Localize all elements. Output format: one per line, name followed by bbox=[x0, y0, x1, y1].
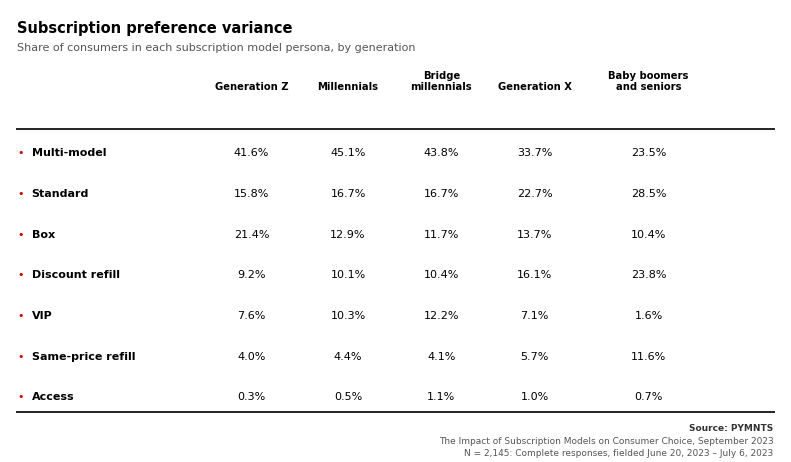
Text: 45.1%: 45.1% bbox=[331, 148, 365, 158]
Text: 4.4%: 4.4% bbox=[334, 352, 362, 362]
Text: Generation X: Generation X bbox=[498, 82, 572, 92]
Text: 0.5%: 0.5% bbox=[334, 392, 362, 402]
Text: 7.6%: 7.6% bbox=[237, 311, 266, 321]
Text: Bridge
millennials: Bridge millennials bbox=[411, 71, 472, 92]
Text: Baby boomers
and seniors: Baby boomers and seniors bbox=[608, 71, 689, 92]
Text: Subscription preference variance: Subscription preference variance bbox=[17, 21, 293, 36]
Text: VIP: VIP bbox=[32, 311, 52, 321]
Text: 0.7%: 0.7% bbox=[634, 392, 663, 402]
Text: 1.0%: 1.0% bbox=[520, 392, 549, 402]
Text: Box: Box bbox=[32, 230, 55, 240]
Text: 16.7%: 16.7% bbox=[331, 189, 365, 199]
Text: 33.7%: 33.7% bbox=[517, 148, 552, 158]
Text: Generation Z: Generation Z bbox=[214, 82, 289, 92]
Text: 9.2%: 9.2% bbox=[237, 270, 266, 280]
Text: 16.1%: 16.1% bbox=[517, 270, 552, 280]
Text: Discount refill: Discount refill bbox=[32, 270, 119, 280]
Text: 1.6%: 1.6% bbox=[634, 311, 663, 321]
Text: 12.9%: 12.9% bbox=[331, 230, 365, 240]
Text: 23.8%: 23.8% bbox=[631, 270, 666, 280]
Text: •: • bbox=[17, 352, 24, 362]
Text: 41.6%: 41.6% bbox=[234, 148, 269, 158]
Text: 10.3%: 10.3% bbox=[331, 311, 365, 321]
Text: 13.7%: 13.7% bbox=[517, 230, 552, 240]
Text: •: • bbox=[17, 311, 24, 321]
Text: 15.8%: 15.8% bbox=[234, 189, 269, 199]
Text: Millennials: Millennials bbox=[317, 82, 379, 92]
Text: 43.8%: 43.8% bbox=[424, 148, 459, 158]
Text: •: • bbox=[17, 148, 24, 158]
Text: 22.7%: 22.7% bbox=[517, 189, 553, 199]
Text: 12.2%: 12.2% bbox=[424, 311, 459, 321]
Text: 5.7%: 5.7% bbox=[520, 352, 549, 362]
Text: 11.7%: 11.7% bbox=[424, 230, 459, 240]
Text: Standard: Standard bbox=[32, 189, 89, 199]
Text: 0.3%: 0.3% bbox=[237, 392, 266, 402]
Text: 1.1%: 1.1% bbox=[427, 392, 456, 402]
Text: N = 2,145: Complete responses, fielded June 20, 2023 – July 6, 2023: N = 2,145: Complete responses, fielded J… bbox=[464, 449, 774, 458]
Text: 23.5%: 23.5% bbox=[631, 148, 666, 158]
Text: •: • bbox=[17, 270, 24, 280]
Text: 7.1%: 7.1% bbox=[520, 311, 549, 321]
Text: The Impact of Subscription Models on Consumer Choice, September 2023: The Impact of Subscription Models on Con… bbox=[439, 437, 774, 445]
Text: 4.0%: 4.0% bbox=[237, 352, 266, 362]
Text: 4.1%: 4.1% bbox=[427, 352, 456, 362]
Text: 11.6%: 11.6% bbox=[631, 352, 666, 362]
Text: 16.7%: 16.7% bbox=[424, 189, 459, 199]
Text: Multi-model: Multi-model bbox=[32, 148, 106, 158]
Text: 10.1%: 10.1% bbox=[331, 270, 365, 280]
Text: 21.4%: 21.4% bbox=[234, 230, 269, 240]
Text: Share of consumers in each subscription model persona, by generation: Share of consumers in each subscription … bbox=[17, 43, 416, 53]
Text: Source: PYMNTS: Source: PYMNTS bbox=[689, 424, 774, 433]
Text: Access: Access bbox=[32, 392, 74, 402]
Text: •: • bbox=[17, 392, 24, 402]
Text: 10.4%: 10.4% bbox=[631, 230, 666, 240]
Text: •: • bbox=[17, 189, 24, 199]
Text: •: • bbox=[17, 230, 24, 240]
Text: 28.5%: 28.5% bbox=[631, 189, 666, 199]
Text: 10.4%: 10.4% bbox=[424, 270, 459, 280]
Text: Same-price refill: Same-price refill bbox=[32, 352, 135, 362]
